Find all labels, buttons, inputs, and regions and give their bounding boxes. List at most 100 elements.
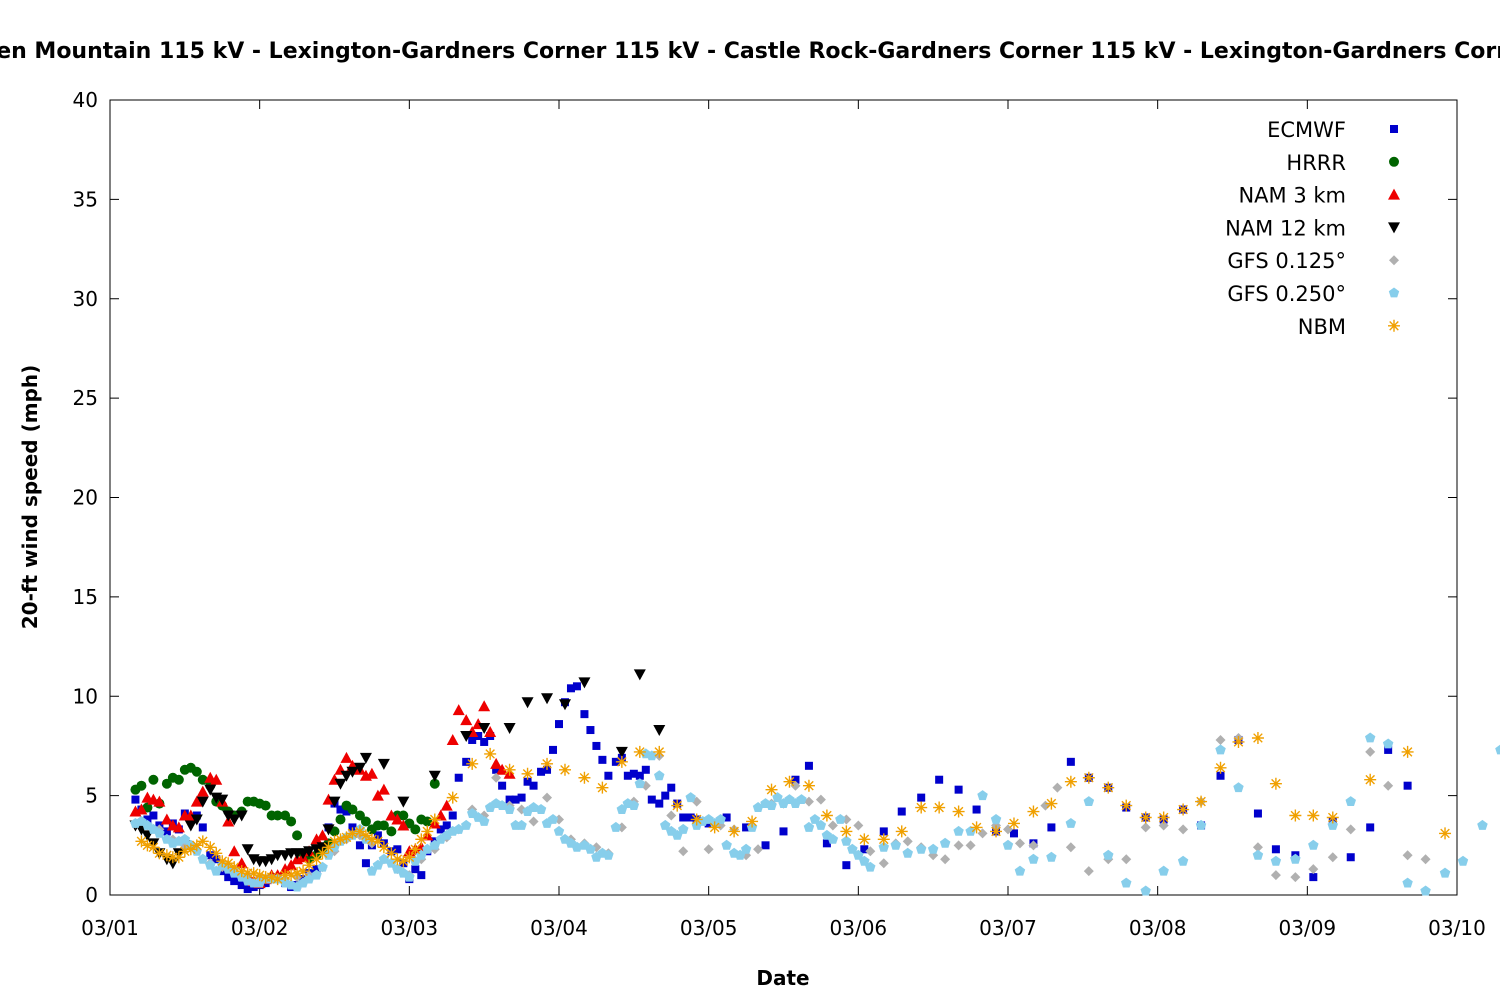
data-point bbox=[247, 867, 260, 880]
data-point bbox=[666, 810, 677, 821]
data-point bbox=[172, 821, 185, 833]
data-point bbox=[661, 791, 670, 800]
data-point bbox=[915, 801, 928, 814]
data-point bbox=[184, 820, 197, 832]
x-axis: 03/01 03/02 03/03 03/04 03/05 03/06 03/07 03/08… bbox=[81, 100, 1486, 940]
data-point bbox=[1195, 819, 1207, 830]
data-point bbox=[634, 778, 646, 789]
data-point bbox=[685, 792, 696, 803]
data-point bbox=[409, 843, 422, 856]
data-point bbox=[1027, 805, 1040, 818]
data-point bbox=[686, 813, 695, 822]
data-point bbox=[586, 726, 595, 735]
data-point bbox=[1252, 849, 1264, 860]
data-point bbox=[528, 802, 539, 812]
data-point bbox=[646, 750, 657, 761]
x-tick-label: 03/05 bbox=[680, 916, 738, 940]
data-point bbox=[917, 793, 926, 802]
data-point bbox=[365, 767, 378, 779]
data-point bbox=[492, 765, 501, 774]
data-point bbox=[553, 825, 565, 836]
data-point bbox=[1121, 854, 1132, 865]
data-point bbox=[859, 855, 870, 866]
data-point bbox=[1345, 796, 1356, 806]
data-point bbox=[1047, 823, 1056, 832]
data-point bbox=[386, 857, 397, 868]
data-point bbox=[679, 813, 688, 822]
data-point bbox=[434, 809, 447, 821]
data-point bbox=[547, 814, 559, 824]
data-point bbox=[334, 833, 347, 846]
data-point bbox=[517, 793, 526, 802]
data-point bbox=[1270, 870, 1281, 881]
data-point bbox=[1457, 855, 1469, 866]
data-point bbox=[149, 811, 158, 820]
data-point bbox=[1290, 872, 1301, 883]
data-point bbox=[521, 697, 534, 709]
data-point bbox=[877, 833, 890, 846]
data-point bbox=[641, 765, 650, 774]
data-point bbox=[478, 723, 491, 735]
data-point bbox=[440, 799, 453, 811]
data-point bbox=[521, 767, 534, 780]
data-point bbox=[927, 843, 939, 854]
data-point bbox=[878, 858, 889, 869]
data-point bbox=[1439, 827, 1452, 840]
data-point bbox=[241, 844, 254, 856]
data-point bbox=[386, 826, 397, 837]
data-point bbox=[303, 859, 316, 872]
data-point bbox=[647, 795, 656, 804]
data-point bbox=[977, 790, 988, 801]
data-point bbox=[147, 841, 160, 854]
data-point bbox=[397, 796, 410, 808]
data-point bbox=[228, 814, 241, 826]
data-point bbox=[802, 779, 815, 792]
data-point bbox=[222, 810, 235, 822]
data-point bbox=[353, 762, 366, 774]
data-point bbox=[336, 805, 345, 814]
data-point bbox=[853, 849, 864, 860]
data-point bbox=[1365, 732, 1376, 743]
data-point bbox=[316, 829, 329, 841]
data-point bbox=[153, 795, 166, 807]
data-point bbox=[523, 777, 532, 786]
data-point bbox=[378, 853, 390, 864]
legend-label: HRRR bbox=[1286, 151, 1346, 175]
data-point bbox=[820, 809, 833, 822]
data-point bbox=[1083, 866, 1094, 877]
data-point bbox=[865, 861, 876, 872]
data-point bbox=[939, 837, 951, 848]
data-point bbox=[740, 843, 752, 854]
data-point bbox=[566, 684, 575, 693]
data-point bbox=[1271, 845, 1280, 854]
data-point bbox=[860, 845, 869, 854]
data-point bbox=[179, 833, 191, 844]
data-point bbox=[804, 761, 813, 770]
legend-label: GFS 0.125° bbox=[1227, 249, 1346, 273]
data-point bbox=[1177, 803, 1190, 816]
data-point bbox=[1215, 744, 1226, 755]
data-point bbox=[1402, 877, 1413, 888]
data-point bbox=[210, 773, 223, 785]
data-point bbox=[206, 851, 215, 860]
data-point bbox=[197, 853, 208, 864]
data-point bbox=[1307, 809, 1320, 822]
data-point bbox=[310, 833, 323, 845]
data-point bbox=[610, 821, 622, 832]
data-point bbox=[1028, 840, 1039, 851]
data-point bbox=[160, 849, 173, 862]
data-point bbox=[703, 844, 714, 855]
data-point bbox=[572, 682, 581, 691]
data-point bbox=[184, 843, 197, 856]
data-point bbox=[160, 813, 173, 825]
data-point bbox=[1157, 811, 1170, 824]
data-point bbox=[1290, 853, 1301, 864]
data-point bbox=[728, 825, 741, 838]
data-point bbox=[580, 710, 589, 719]
legend-marker bbox=[1390, 125, 1398, 133]
data-point bbox=[162, 827, 171, 836]
data-point bbox=[1232, 735, 1245, 748]
data-point bbox=[1178, 824, 1189, 835]
data-point bbox=[228, 861, 241, 874]
legend: ECMWF HRRR NAM 3 km NAM 12 km GFS 0.125° GFS … bbox=[1225, 118, 1400, 339]
